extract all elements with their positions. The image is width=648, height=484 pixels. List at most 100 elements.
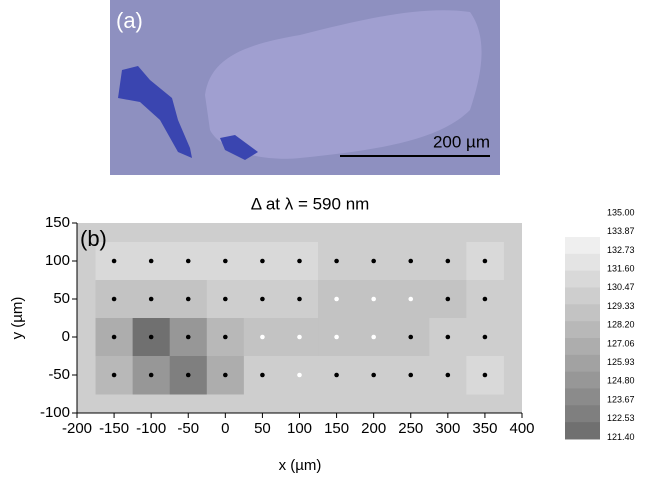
y-tick-label: 100 (45, 252, 70, 269)
measurement-point (445, 258, 451, 264)
large-flake (205, 10, 482, 159)
panel-label: (a) (116, 8, 143, 33)
measurement-point (185, 296, 191, 302)
measurement-point (260, 296, 265, 302)
measurement-point (371, 258, 376, 264)
measurement-point (223, 372, 228, 378)
x-tick-label: -100 (136, 420, 166, 437)
x-axis-label: x (µm) (279, 457, 322, 474)
colorbar-label: 127.06 (607, 338, 635, 348)
colorbar-label: 130.47 (607, 282, 635, 292)
measurement-point (185, 258, 191, 264)
contour-plot (72, 222, 523, 418)
measurement-point (297, 372, 302, 378)
colorbar-label: 124.80 (607, 376, 635, 386)
measurement-point (297, 258, 302, 264)
x-tick-label: 0 (221, 420, 229, 437)
x-tick-label: -200 (62, 420, 92, 437)
measurement-point (111, 258, 117, 264)
measurement-point (334, 334, 339, 340)
measurement-point (111, 372, 117, 378)
colorbar-band (565, 371, 600, 389)
colorbar-band (565, 354, 600, 373)
measurement-point (334, 258, 339, 264)
x-tick-label: 400 (509, 420, 534, 437)
measurement-point (445, 296, 451, 302)
measurement-point (297, 296, 302, 302)
x-tick-label: 150 (324, 420, 349, 437)
measurement-point (334, 372, 339, 378)
measurement-point (223, 296, 228, 302)
measurement-point (111, 334, 117, 340)
x-tick-label: 300 (435, 420, 460, 437)
colorbar-band (565, 422, 600, 440)
colorbar-band (565, 270, 600, 288)
measurement-point (111, 296, 117, 302)
measurement-point (148, 334, 154, 340)
x-tick-label: 200 (361, 420, 386, 437)
measurement-point (334, 296, 339, 302)
y-tick-label: 50 (53, 290, 70, 307)
measurement-point (408, 372, 414, 378)
measurement-point (408, 334, 414, 340)
scale-bar-label: 200 µm (433, 132, 490, 151)
colorbar-band (565, 337, 600, 356)
colorbar-label: 128.20 (607, 320, 635, 330)
y-tick-label: -100 (40, 404, 70, 421)
measurement-point (445, 334, 451, 340)
colorbar-band (565, 405, 600, 423)
measurement-point (371, 334, 376, 340)
measurement-point (371, 372, 376, 378)
measurement-point (148, 296, 154, 302)
colorbar-band (565, 321, 600, 339)
x-tick-label: 250 (398, 420, 423, 437)
colorbar-band (565, 253, 600, 272)
measurement-point (482, 372, 488, 378)
colorbar-label: 125.93 (607, 357, 635, 367)
measurement-point (260, 334, 265, 340)
colorbar-band (565, 388, 600, 406)
colorbar-label: 132.73 (607, 245, 635, 255)
y-tick-label: 150 (45, 214, 70, 231)
measurement-point (223, 334, 228, 340)
measurement-point (371, 296, 376, 302)
x-tick-label: 50 (254, 420, 271, 437)
colorbar-band (565, 287, 600, 305)
measurement-point (297, 334, 302, 340)
measurement-point (482, 334, 488, 340)
measurement-point (185, 334, 191, 340)
y-tick-label: -50 (48, 366, 70, 383)
measurement-point (260, 258, 265, 264)
colorbar-label: 133.87 (607, 226, 635, 236)
measurement-point (408, 258, 414, 264)
colorbar-label: 131.60 (607, 263, 635, 273)
x-tick-label: 100 (287, 420, 312, 437)
measurement-point (408, 296, 414, 302)
chart-title: Δ at λ = 590 nm (251, 194, 370, 213)
colorbar-band (565, 304, 600, 322)
x-tick-label: 350 (472, 420, 497, 437)
x-tick-label: -150 (99, 420, 129, 437)
y-tick-label: 0 (62, 328, 70, 345)
panel-label: (b) (80, 226, 107, 251)
measurement-point (482, 296, 488, 302)
panel-a: (a) 200 µm (110, 0, 500, 175)
colorbar-band (565, 237, 600, 255)
measurement-point (445, 372, 451, 378)
measurement-point (185, 372, 191, 378)
colorbar-label: 121.40 (607, 432, 635, 442)
measurement-point (148, 372, 154, 378)
dark-flake (118, 66, 192, 158)
colorbar-label: 123.67 (607, 394, 635, 404)
measurement-point (148, 258, 154, 264)
measurement-point (482, 258, 488, 264)
measurement-point (260, 372, 265, 378)
colorbar-label: 129.33 (607, 301, 635, 311)
x-tick-label: -50 (177, 420, 199, 437)
colorbar-label: 135.00 (607, 207, 635, 217)
dark-flake (220, 135, 258, 160)
measurement-point (223, 258, 228, 264)
y-axis-label: y (µm) (9, 297, 26, 340)
colorbar-label: 122.53 (607, 413, 635, 423)
